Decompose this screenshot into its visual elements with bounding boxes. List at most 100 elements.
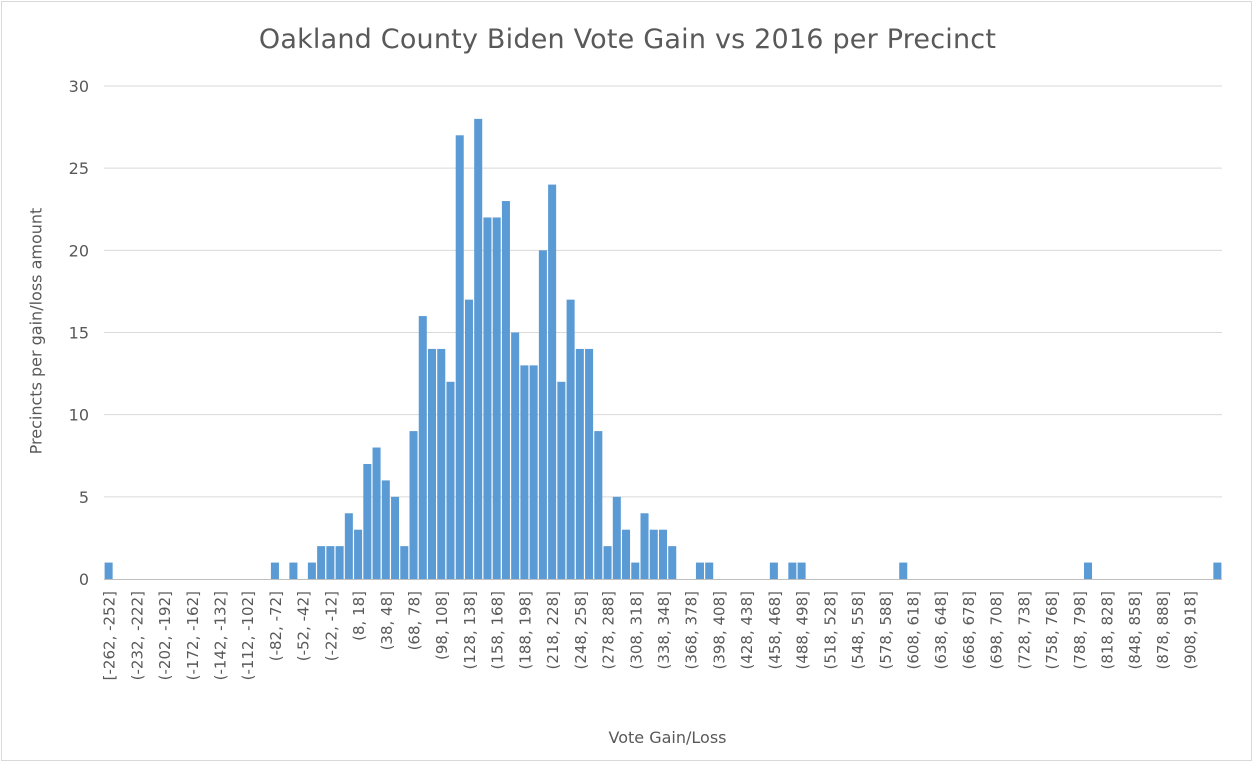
histogram-bar xyxy=(529,365,538,579)
histogram-bar xyxy=(104,562,113,579)
histogram-bar xyxy=(658,529,668,579)
histogram-bar xyxy=(1213,562,1222,579)
histogram-bar xyxy=(649,529,658,579)
histogram-bar xyxy=(372,447,381,579)
x-tick-label: (788, 798] xyxy=(1071,591,1089,670)
x-tick-label: (398, 408] xyxy=(710,591,728,670)
histogram-bar xyxy=(603,546,612,579)
histogram-bar xyxy=(640,513,649,579)
histogram-bar xyxy=(492,217,501,579)
histogram-bar xyxy=(520,365,529,579)
x-tick-label: (488, 498] xyxy=(794,591,812,670)
histogram-bar xyxy=(464,299,473,579)
histogram-bar xyxy=(437,348,446,579)
x-tick-label: [-262, -252] xyxy=(101,591,119,680)
histogram-bar xyxy=(344,513,353,579)
x-tick-label: (98, 108] xyxy=(433,591,451,660)
histogram-bar xyxy=(899,562,908,579)
x-axis-label: Vote Gain/Loss xyxy=(608,728,727,747)
x-tick-label: (428, 438] xyxy=(738,591,756,670)
histogram-bar xyxy=(400,546,409,579)
histogram-bar xyxy=(705,562,714,579)
chart-title: Oakland County Biden Vote Gain vs 2016 p… xyxy=(258,24,997,55)
x-tick-label: (698, 708] xyxy=(988,591,1006,670)
histogram-bar xyxy=(1084,562,1093,579)
histogram-bar xyxy=(622,529,631,579)
histogram-bar xyxy=(631,562,640,579)
x-tick-label: (-202, -192] xyxy=(156,591,174,680)
y-tick-label: 10 xyxy=(69,406,89,425)
x-tick-label: (338, 348] xyxy=(655,591,673,670)
x-tick-label: (458, 468] xyxy=(766,591,784,670)
histogram-bar xyxy=(391,496,400,579)
y-tick-label: 5 xyxy=(79,488,89,507)
x-tick-label: (-142, -132] xyxy=(211,591,229,680)
histogram-bar xyxy=(335,546,344,579)
histogram-bar xyxy=(354,529,363,579)
x-tick-label: (518, 528] xyxy=(821,591,839,670)
y-tick-label: 20 xyxy=(69,241,89,260)
histogram-bar xyxy=(474,118,483,579)
x-tick-label: (-22, -12] xyxy=(322,591,340,661)
histogram-bar xyxy=(317,546,326,579)
x-tick-label: (668, 678] xyxy=(960,591,978,670)
x-tick-label: (38, 48] xyxy=(378,591,396,650)
x-tick-label: (8, 18] xyxy=(350,591,368,641)
x-tick-label: (818, 828] xyxy=(1099,591,1117,670)
histogram-bar xyxy=(788,562,797,579)
histogram-bar xyxy=(501,201,510,580)
histogram-bar xyxy=(483,217,492,579)
x-tick-label: (578, 588] xyxy=(877,591,895,670)
x-tick-label: (-112, -102] xyxy=(239,591,257,680)
histogram-bar xyxy=(455,135,464,580)
x-tick-label: (248, 258] xyxy=(572,591,590,670)
x-tick-label: (908, 918] xyxy=(1182,591,1200,670)
x-tick-label: (68, 78] xyxy=(406,591,424,650)
histogram-bar xyxy=(363,463,372,579)
x-tick-label: (218, 228] xyxy=(544,591,562,670)
x-tick-label: (878, 888] xyxy=(1154,591,1172,670)
x-tick-label: (-172, -162] xyxy=(184,591,202,680)
histogram-bar xyxy=(418,316,427,579)
x-tick-label: (638, 648] xyxy=(932,591,950,670)
histogram-bar xyxy=(585,348,594,579)
x-tick-label: (548, 558] xyxy=(849,591,867,670)
y-tick-label: 15 xyxy=(69,324,89,343)
x-tick-label: (-52, -42] xyxy=(295,591,313,661)
x-tick-label: (308, 318] xyxy=(627,591,645,670)
x-tick-label: (278, 288] xyxy=(600,591,618,670)
histogram-bar xyxy=(446,381,455,579)
histogram-bar xyxy=(511,332,520,579)
x-tick-label: (848, 858] xyxy=(1126,591,1144,670)
histogram-bar xyxy=(289,562,298,579)
x-tick-label: (758, 768] xyxy=(1043,591,1061,670)
histogram-bar xyxy=(381,480,390,579)
y-tick-label: 30 xyxy=(69,77,89,96)
histogram-bar xyxy=(548,184,557,579)
y-tick-label: 0 xyxy=(79,570,89,589)
x-tick-label: (368, 378] xyxy=(683,591,701,670)
x-tick-label: (158, 168] xyxy=(489,591,507,670)
histogram-bar xyxy=(612,496,621,579)
x-tick-label: (-82, -72] xyxy=(267,591,285,661)
histogram-bar xyxy=(594,431,603,579)
histogram-bar xyxy=(557,381,566,579)
histogram-bar xyxy=(695,562,704,579)
x-tick-label: (128, 138] xyxy=(461,591,479,670)
histogram-bar xyxy=(427,348,437,579)
histogram-bar xyxy=(769,562,778,579)
histogram-bar xyxy=(307,562,316,579)
histogram-bar xyxy=(797,562,806,579)
y-tick-label: 25 xyxy=(69,159,89,178)
histogram-bar xyxy=(270,562,279,579)
x-tick-label: (188, 198] xyxy=(516,591,534,670)
histogram-bar xyxy=(566,299,575,579)
histogram-bar xyxy=(538,250,547,580)
histogram-bar xyxy=(668,546,677,579)
x-tick-label: (608, 618] xyxy=(904,591,922,670)
histogram-bar xyxy=(409,431,418,579)
histogram-bar xyxy=(575,348,584,579)
histogram-bar xyxy=(326,546,335,579)
